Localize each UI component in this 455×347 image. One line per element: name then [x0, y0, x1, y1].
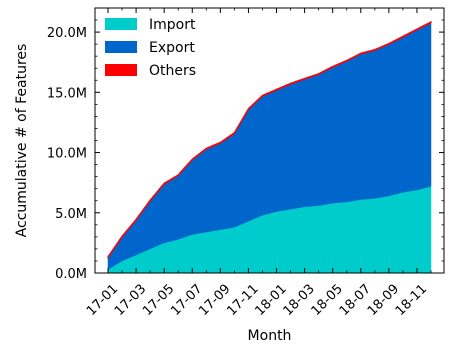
- x-axis-label: Month: [248, 328, 292, 344]
- y-tick-label: 5.0M: [55, 207, 87, 222]
- legend-swatch-export: [105, 41, 137, 53]
- legend: Import Export Others: [105, 17, 196, 79]
- legend-swatch-import: [105, 18, 137, 30]
- y-axis-label: Accumulative # of Features: [14, 44, 30, 238]
- legend-label-others: Others: [149, 63, 196, 79]
- y-tick-label: 0.0M: [55, 267, 87, 282]
- area-others: [107, 20, 432, 260]
- y-tick-label: 20.0M: [47, 26, 87, 41]
- legend-swatch-others: [105, 64, 137, 76]
- legend-label-import: Import: [149, 17, 196, 33]
- x-tick-label: 18-11: [393, 282, 430, 319]
- y-tick-label: 10.0M: [47, 147, 87, 162]
- y-tick-label: 15.0M: [47, 86, 87, 101]
- area-layers: [107, 20, 432, 274]
- y-axis: 0.0M 5.0M 10.0M 15.0M 20.0M: [47, 7, 444, 282]
- legend-label-export: Export: [149, 40, 195, 56]
